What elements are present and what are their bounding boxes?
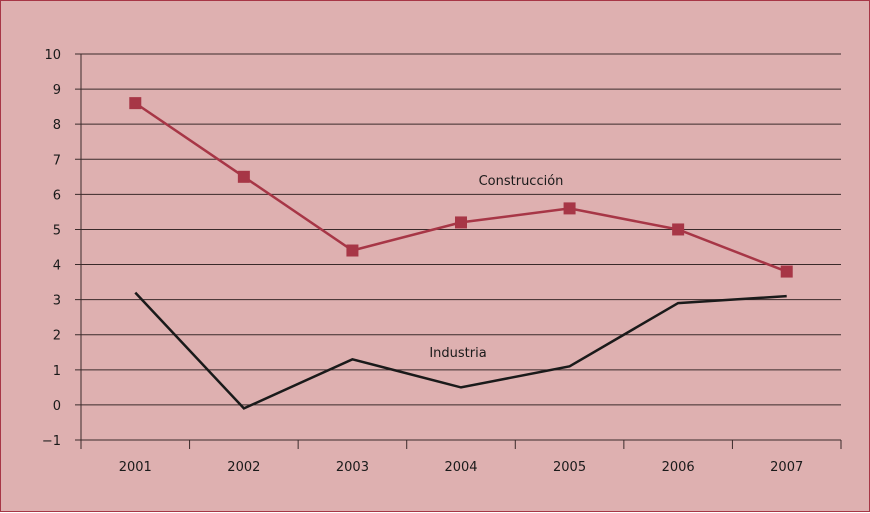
y-tick-label: 2 bbox=[53, 329, 61, 344]
axes bbox=[75, 54, 842, 449]
data-point-construccion bbox=[237, 170, 250, 183]
x-tick-label: 2002 bbox=[227, 460, 260, 475]
series-label-industria: Industria bbox=[429, 346, 486, 361]
data-point-construccion bbox=[129, 97, 142, 110]
y-tick-label: 7 bbox=[53, 153, 61, 168]
y-tick-label: 9 bbox=[53, 83, 61, 98]
series-lines bbox=[129, 97, 793, 410]
y-tick-label: 5 bbox=[53, 223, 61, 238]
y-tick-label: 6 bbox=[53, 188, 61, 203]
x-tick-label: 2006 bbox=[662, 460, 695, 475]
data-point-construccion bbox=[455, 216, 467, 229]
series-label-construccion: Construcción bbox=[479, 174, 564, 189]
x-tick-label: 2004 bbox=[444, 460, 477, 475]
data-point-construccion bbox=[346, 244, 359, 257]
x-tick-label: 2005 bbox=[553, 460, 586, 475]
labels: −1 0 1 2 3 4 5 6 7 8 9 10 2001 2002 2003 2004 2005 2006 20… bbox=[42, 48, 803, 475]
y-tick-label: 8 bbox=[53, 118, 61, 133]
y-tick-label: 1 bbox=[53, 364, 61, 379]
x-tick-label: 2007 bbox=[770, 460, 803, 475]
x-tick-label: 2003 bbox=[336, 460, 369, 475]
series-line-construccion bbox=[134, 102, 788, 273]
y-tick-label: −1 bbox=[42, 434, 61, 449]
y-tick-label: 0 bbox=[53, 399, 61, 414]
data-point-construccion bbox=[563, 202, 576, 215]
data-point-construccion bbox=[780, 265, 793, 278]
gridlines bbox=[75, 53, 841, 406]
y-tick-label: 10 bbox=[44, 48, 61, 63]
y-tick-label: 4 bbox=[53, 259, 61, 274]
data-point-construccion bbox=[672, 223, 685, 236]
y-tick-label: 3 bbox=[53, 294, 61, 309]
series-line-industria bbox=[134, 291, 787, 410]
x-tick-label: 2001 bbox=[119, 460, 152, 475]
